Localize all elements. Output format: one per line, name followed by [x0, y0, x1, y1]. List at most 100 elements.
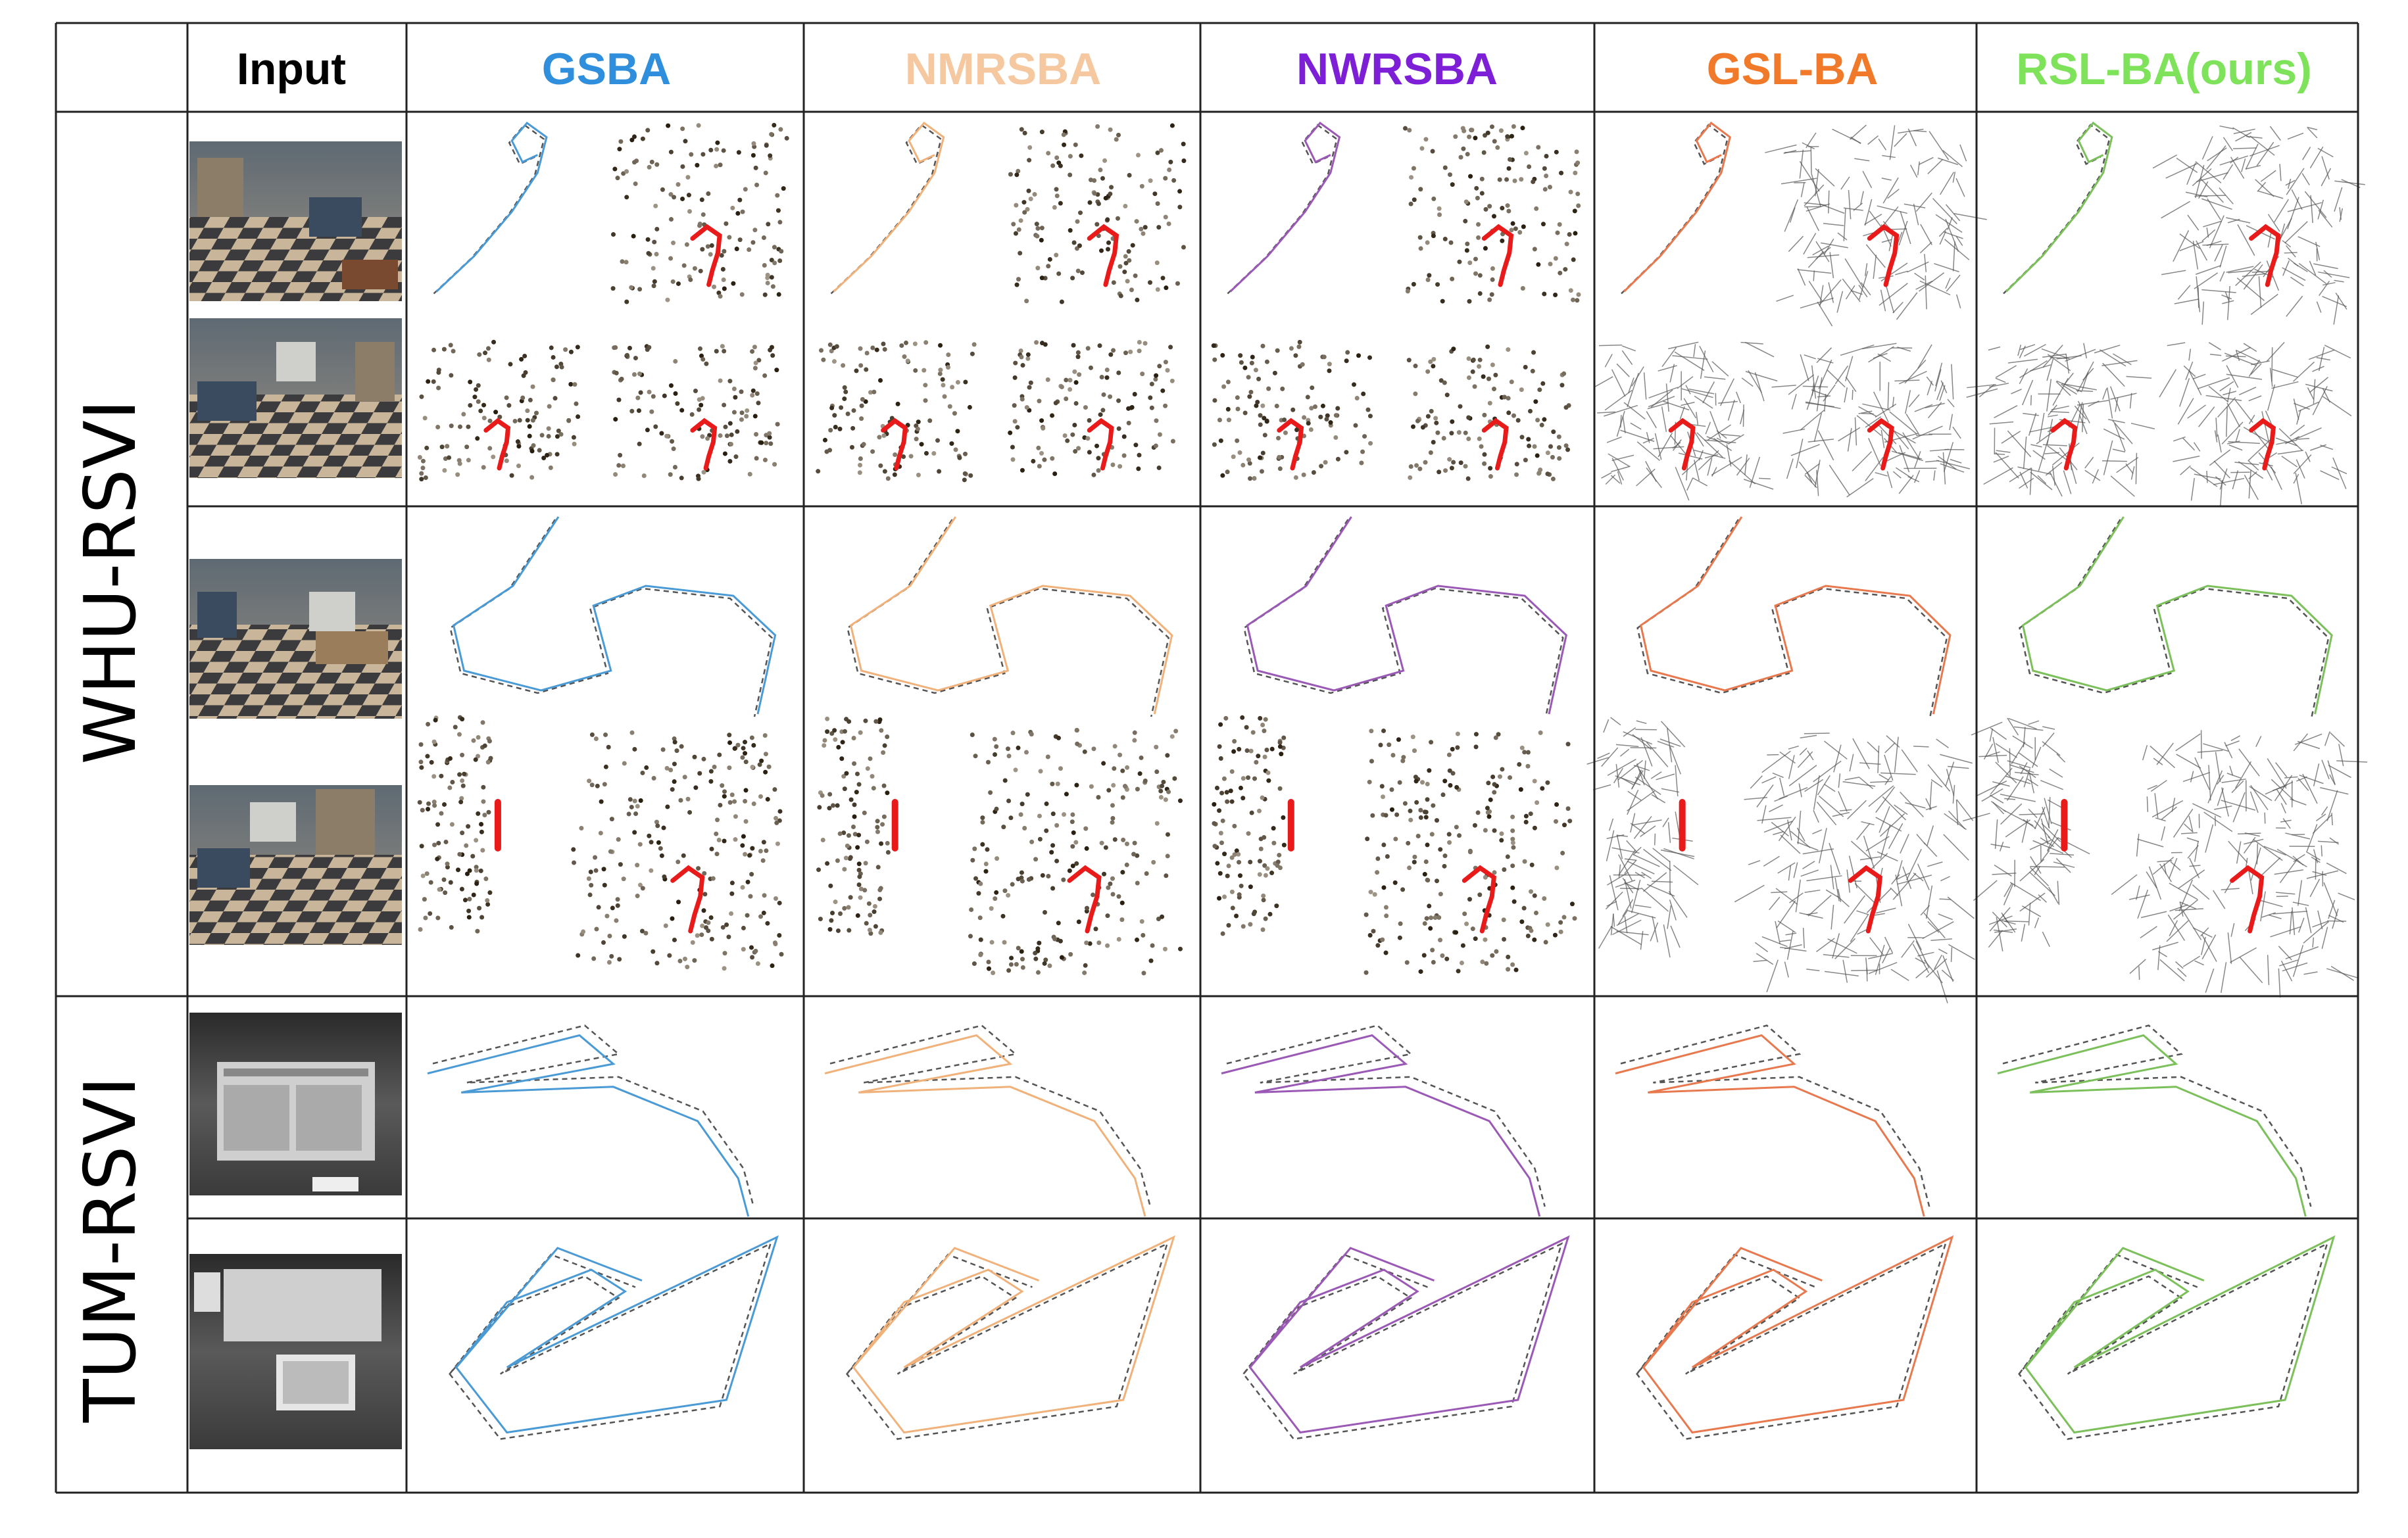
- input-thumbnail-2: [189, 318, 402, 478]
- red-trajectory-overlay: [1867, 224, 1900, 287]
- ground-truth-path: [845, 1242, 1169, 1440]
- point-cloud: [968, 727, 1183, 976]
- point-cloud: [1966, 343, 2155, 497]
- red-trajectory-overlay: [881, 418, 908, 471]
- point-cloud: [417, 339, 581, 482]
- point-cloud: [610, 122, 789, 304]
- red-trajectory-overlay: [483, 418, 511, 471]
- method-header-rslba: RSL-BA(ours): [2016, 44, 2312, 94]
- ground-truth-path: [2019, 519, 2330, 717]
- point-cloud: [1406, 344, 1571, 481]
- panel-gslba: [1586, 121, 1987, 1440]
- estimated-path-gsba: [455, 1235, 779, 1434]
- red-trajectory-overlay: [2249, 224, 2281, 287]
- panel-nwrsba: [1211, 121, 1581, 1440]
- row-label-tum-rsvi: TUM-RSVI: [70, 1076, 152, 1424]
- point-cloud: [2111, 730, 2368, 998]
- ground-truth-path: [1227, 124, 1338, 295]
- point-cloud: [612, 344, 780, 481]
- point-cloud: [1008, 339, 1175, 477]
- red-trajectory-overlay: [1277, 418, 1304, 471]
- point-cloud: [1211, 339, 1373, 481]
- point-cloud: [1364, 728, 1577, 975]
- point-cloud: [2159, 341, 2352, 506]
- point-cloud: [1594, 341, 1778, 501]
- ground-truth-path: [2003, 124, 2111, 295]
- red-trajectory-overlay: [1668, 418, 1696, 471]
- estimated-path-nmrsba: [849, 516, 1173, 715]
- ground-truth-path: [1636, 519, 1948, 717]
- estimated-path-rslba: [2024, 1235, 2336, 1434]
- red-trajectory-overlay: [2230, 865, 2265, 934]
- estimated-path-gsba: [435, 121, 548, 293]
- red-trajectory-overlay: [690, 224, 722, 287]
- estimated-path-nwrsba: [1246, 516, 1567, 715]
- panel-nmrsba: [816, 121, 1187, 1440]
- estimated-path-gsba: [427, 1034, 750, 1217]
- method-header-nwrsba: NWRSBA: [1296, 44, 1498, 94]
- estimated-path-nmrsba: [824, 1034, 1146, 1217]
- point-cloud: [1765, 124, 1987, 327]
- panel-gsba: [417, 121, 789, 1440]
- red-trajectory-overlay: [690, 418, 718, 471]
- ground-truth-path: [1226, 1024, 1546, 1207]
- table-grid: [55, 22, 2359, 1494]
- point-cloud: [417, 715, 493, 934]
- ground-truth-path: [449, 519, 773, 717]
- red-trajectory-overlay: [1462, 865, 1496, 934]
- red-trajectory-overlay: [1481, 418, 1509, 471]
- method-header-gsba: GSBA: [542, 44, 671, 94]
- ground-truth-path: [2002, 1024, 2312, 1207]
- method-header-nmrsba: NMRSBA: [905, 44, 1101, 94]
- estimated-path-nmrsba: [833, 121, 945, 293]
- red-trajectory-overlay: [1087, 418, 1114, 471]
- ground-truth-path: [1621, 124, 1729, 295]
- estimated-path-nwrsba: [1221, 1034, 1541, 1217]
- red-trajectory-overlay: [1848, 865, 1882, 934]
- point-cloud: [1212, 715, 1287, 936]
- red-trajectory-overlay: [1087, 224, 1119, 287]
- ground-truth-path: [449, 1242, 772, 1440]
- point-cloud: [816, 716, 891, 936]
- estimated-path-gslba: [1639, 516, 1952, 715]
- estimated-path-gslba: [1615, 1034, 1925, 1217]
- input-thumbnail-1: [189, 141, 402, 301]
- input-thumbnail-tum-1: [189, 1013, 402, 1195]
- estimated-path-gslba: [1642, 1235, 1954, 1434]
- red-trajectory-overlay: [2050, 418, 2078, 471]
- point-cloud: [2152, 125, 2365, 325]
- panel-rslba: [1962, 121, 2368, 1440]
- red-trajectory-overlay: [1481, 224, 1514, 287]
- red-trajectory-overlay: [1867, 418, 1894, 471]
- estimated-path-rslba: [2021, 516, 2333, 715]
- input-thumbnail-3: [189, 559, 402, 719]
- estimated-path-gsba: [452, 516, 777, 715]
- ground-truth-path: [1620, 1024, 1930, 1207]
- estimated-path-nmrsba: [852, 1235, 1175, 1434]
- point-cloud: [1402, 124, 1581, 304]
- ground-truth-path: [829, 1024, 1152, 1207]
- point-cloud: [1734, 733, 1975, 1003]
- ground-truth-path: [830, 124, 943, 295]
- red-trajectory-overlay: [1067, 865, 1102, 934]
- ground-truth-path: [1636, 1242, 1947, 1440]
- estimated-path-nwrsba: [1229, 121, 1341, 293]
- ground-truth-path: [1242, 1242, 1563, 1440]
- input-thumbnail-4: [189, 785, 402, 945]
- ground-truth-path: [1242, 519, 1564, 717]
- point-cloud: [1586, 717, 1699, 958]
- row-label-whu-rsvi: WHU-RSVI: [70, 399, 152, 764]
- input-thumbnail-tum-2: [189, 1254, 402, 1449]
- estimated-path-rslba: [2005, 121, 2113, 293]
- point-cloud: [571, 730, 784, 971]
- point-cloud: [1008, 123, 1187, 304]
- point-cloud: [1771, 343, 1970, 498]
- red-trajectory-overlay: [2249, 418, 2276, 471]
- ground-truth-path: [432, 1024, 754, 1207]
- method-header-gslba: GSL-BA: [1707, 44, 1879, 94]
- ground-truth-path: [847, 519, 1170, 717]
- estimated-path-rslba: [1997, 1034, 2307, 1217]
- ground-truth-path: [433, 124, 545, 295]
- ground-truth-path: [2018, 1242, 2329, 1440]
